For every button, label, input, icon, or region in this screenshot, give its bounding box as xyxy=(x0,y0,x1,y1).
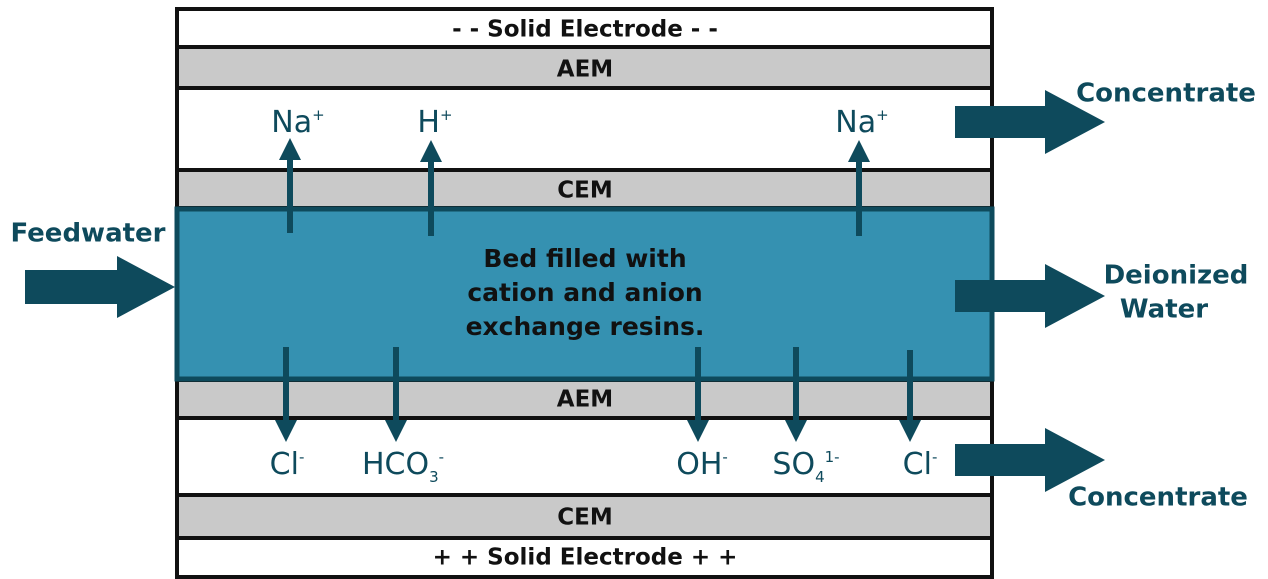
ion-superscript: + xyxy=(440,106,453,124)
down-arrow xyxy=(385,347,407,442)
ion-base: OH xyxy=(676,447,722,482)
layer-label: + + Solid Electrode + + xyxy=(433,545,738,571)
ion-label: HCO3- xyxy=(362,447,444,486)
down-arrow xyxy=(687,347,709,442)
ion-arrows xyxy=(275,138,921,442)
ion-superscript: - xyxy=(932,448,937,466)
layer-label: - - Solid Electrode - - xyxy=(452,17,718,43)
output-label: Deionized xyxy=(1104,261,1249,291)
bottom-electrode xyxy=(175,536,994,579)
ion-base: Na xyxy=(271,105,312,140)
feedwater-label: Feedwater xyxy=(10,219,165,249)
ion-base: Cl xyxy=(903,447,932,482)
out-arrow xyxy=(955,428,1105,492)
ion-subscript: 4 xyxy=(815,468,825,486)
ion-base: H xyxy=(417,105,440,140)
output-label: Concentrate xyxy=(1076,79,1256,109)
ion-base: Na xyxy=(835,105,876,140)
resin-bed xyxy=(174,206,995,382)
up-arrow xyxy=(279,138,301,233)
up-arrow xyxy=(420,140,442,236)
ion-superscript: - xyxy=(722,448,727,466)
bed-text: Bed filled with xyxy=(483,244,686,273)
down-arrow xyxy=(275,347,297,442)
cell xyxy=(175,7,994,579)
layer-label: CEM xyxy=(557,178,612,204)
ion-subscript: 3 xyxy=(429,468,439,486)
ion-base: SO xyxy=(772,447,815,482)
layer-label: AEM xyxy=(557,57,613,83)
ion-label: Na+ xyxy=(835,105,888,140)
down-arrow xyxy=(899,350,921,442)
output-label: Water xyxy=(1120,295,1208,325)
ion-superscript: + xyxy=(876,106,889,124)
up-arrow xyxy=(848,140,870,236)
ion-label: SO41- xyxy=(772,447,839,486)
down-arrow xyxy=(785,347,807,442)
ion-superscript: + xyxy=(312,106,325,124)
ion-base: HCO xyxy=(362,447,429,482)
bed-text: exchange resins. xyxy=(466,312,705,341)
feed-arrow xyxy=(25,256,175,318)
bed-text: cation and anion xyxy=(467,278,702,307)
output-label: Concentrate xyxy=(1068,483,1248,513)
ion-label: Na+ xyxy=(271,105,324,140)
out-arrow xyxy=(955,264,1105,328)
ion-base: Cl xyxy=(270,447,299,482)
layer-label: AEM xyxy=(557,387,613,413)
ion-superscript: 1- xyxy=(825,448,840,466)
ion-label: H+ xyxy=(417,105,452,140)
ion-label: Cl- xyxy=(270,447,305,482)
ion-label: OH- xyxy=(676,447,728,482)
concentrate-chamber xyxy=(175,416,994,497)
out-arrow xyxy=(955,90,1105,154)
layer-label: CEM xyxy=(557,505,612,531)
ion-superscript: - xyxy=(299,448,304,466)
ion-label: Cl- xyxy=(903,447,938,482)
ion-superscript: - xyxy=(439,448,444,466)
